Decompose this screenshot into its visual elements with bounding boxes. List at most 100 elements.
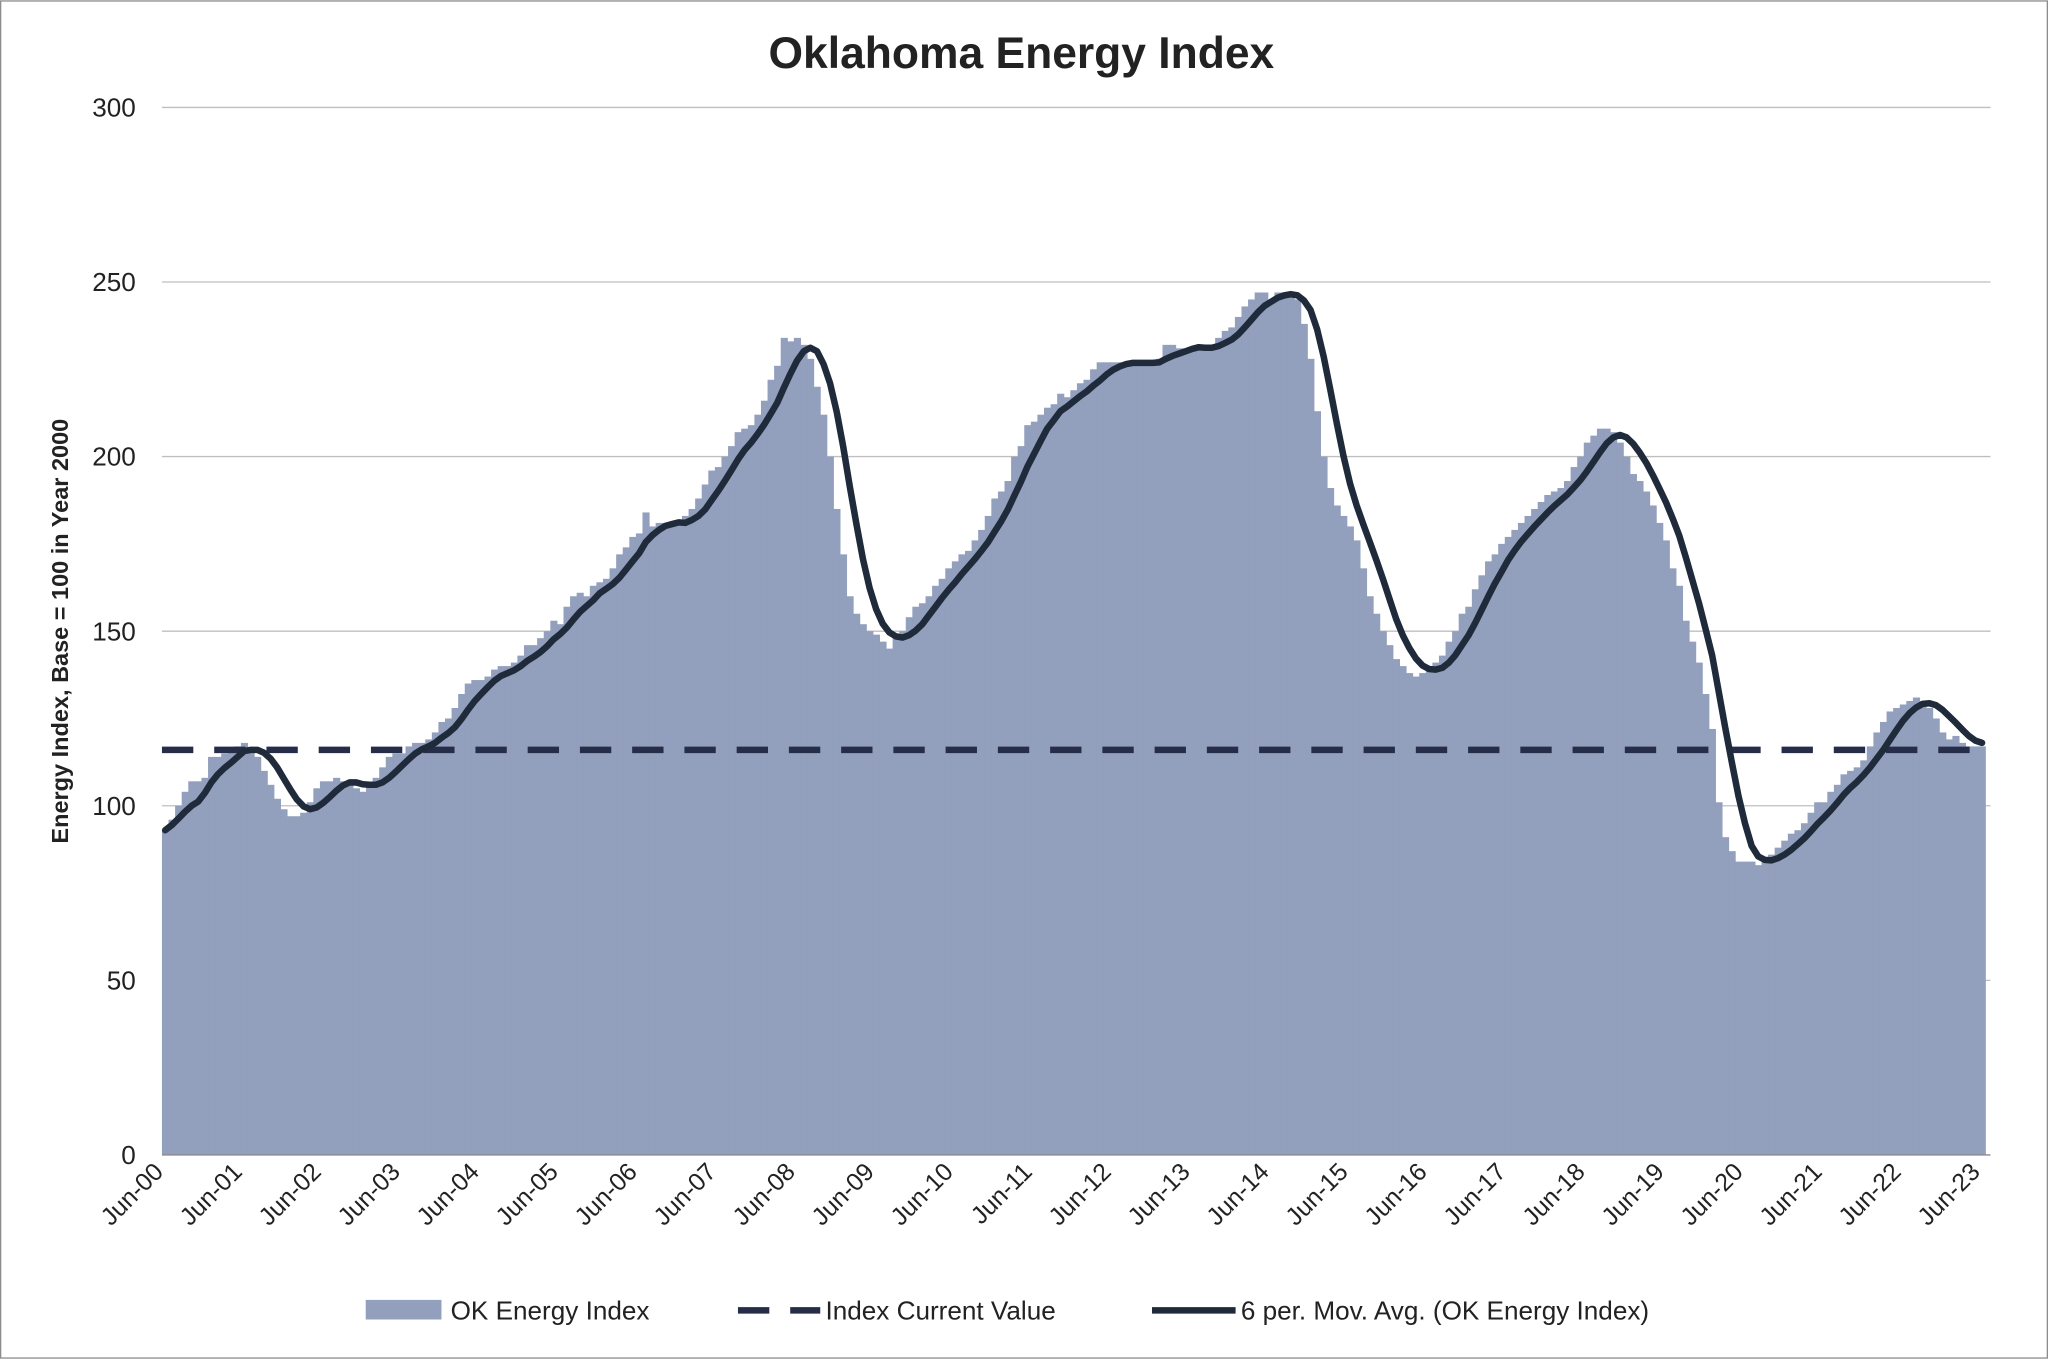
legend-swatch-bar xyxy=(365,1299,442,1320)
legend: OK Energy Index Index Current Value 6 pe… xyxy=(365,1295,1649,1325)
bar xyxy=(1123,365,1131,1155)
bar xyxy=(1103,362,1111,1155)
y-tick-label: 0 xyxy=(121,1140,136,1170)
bar xyxy=(1656,522,1664,1155)
bar xyxy=(1807,812,1815,1155)
bar xyxy=(1254,292,1262,1155)
bar xyxy=(543,631,551,1155)
bar xyxy=(1063,397,1071,1155)
bar xyxy=(1958,742,1967,1155)
bar xyxy=(1583,442,1591,1155)
y-tick-label: 200 xyxy=(92,442,136,472)
bar xyxy=(1735,861,1743,1155)
bar xyxy=(1004,481,1012,1155)
bar xyxy=(484,676,492,1155)
bar xyxy=(958,554,966,1155)
bar xyxy=(1294,299,1302,1155)
bar xyxy=(1188,348,1196,1155)
bar xyxy=(240,742,249,1155)
bar xyxy=(1142,362,1150,1155)
bar xyxy=(872,634,880,1155)
bar xyxy=(1879,721,1888,1155)
bar xyxy=(1939,732,1947,1155)
bar xyxy=(1728,851,1736,1155)
bar xyxy=(1228,327,1236,1155)
bar xyxy=(372,777,380,1155)
bar xyxy=(760,400,769,1155)
bar xyxy=(1438,655,1447,1155)
bar xyxy=(418,742,426,1155)
bar xyxy=(1649,505,1657,1155)
bar xyxy=(451,707,459,1155)
bar xyxy=(1485,561,1493,1155)
bar xyxy=(1425,666,1433,1155)
bar xyxy=(477,680,486,1155)
bar xyxy=(833,508,841,1155)
bar xyxy=(333,777,341,1155)
bar xyxy=(596,582,604,1155)
bar xyxy=(1623,456,1631,1155)
bar xyxy=(754,414,762,1155)
bar xyxy=(971,540,979,1155)
bar xyxy=(1149,362,1157,1155)
y-tick-label: 100 xyxy=(92,791,136,821)
bar xyxy=(629,536,637,1155)
bar xyxy=(1478,575,1486,1155)
bar xyxy=(1715,802,1723,1155)
bar xyxy=(1024,425,1032,1155)
bar xyxy=(879,641,887,1155)
bar xyxy=(675,522,683,1155)
bar xyxy=(886,648,894,1155)
bar xyxy=(1379,631,1387,1155)
bar xyxy=(616,554,624,1155)
bar xyxy=(1794,830,1802,1155)
bar xyxy=(1037,414,1045,1155)
bar xyxy=(984,515,992,1155)
bar xyxy=(359,791,367,1155)
bar xyxy=(892,638,900,1155)
bar xyxy=(392,753,400,1155)
bar xyxy=(1866,746,1874,1155)
bar xyxy=(681,515,690,1155)
legend-label: 6 per. Mov. Avg. (OK Energy Index) xyxy=(1241,1295,1649,1325)
chart-title: Oklahoma Energy Index xyxy=(769,29,1275,78)
bar xyxy=(1708,728,1716,1155)
bar xyxy=(1643,491,1651,1155)
bar xyxy=(504,666,512,1155)
bar xyxy=(1689,641,1697,1155)
bar xyxy=(523,645,532,1155)
bar xyxy=(412,742,420,1155)
bar xyxy=(1511,529,1519,1155)
bar xyxy=(1926,707,1934,1155)
bar xyxy=(1610,432,1618,1155)
bar xyxy=(537,638,545,1155)
bar xyxy=(510,662,518,1155)
bar xyxy=(214,756,222,1155)
bar xyxy=(1300,323,1308,1155)
bar xyxy=(254,756,262,1155)
bar xyxy=(1373,613,1381,1155)
bar xyxy=(188,781,196,1155)
bar xyxy=(1340,515,1348,1155)
bar xyxy=(938,578,946,1155)
bar xyxy=(352,788,360,1155)
bar xyxy=(471,680,479,1155)
bar xyxy=(1307,358,1315,1155)
bar xyxy=(1524,515,1532,1155)
bar xyxy=(161,830,170,1155)
bar xyxy=(649,526,657,1155)
bar xyxy=(635,533,644,1155)
bar xyxy=(1155,358,1164,1155)
bar xyxy=(1695,662,1703,1155)
bar xyxy=(965,550,973,1155)
bar xyxy=(1722,837,1730,1155)
bar xyxy=(1136,362,1144,1155)
legend-item-moving-average: 6 per. Mov. Avg. (OK Energy Index) xyxy=(1152,1295,1649,1325)
y-axis-label: Energy Index, Base = 100 in Year 2000 xyxy=(47,419,73,844)
bar xyxy=(438,721,446,1155)
bar xyxy=(688,508,696,1155)
bar xyxy=(1570,467,1578,1155)
bar xyxy=(728,446,736,1155)
bar xyxy=(741,428,749,1155)
bar xyxy=(1083,379,1091,1155)
